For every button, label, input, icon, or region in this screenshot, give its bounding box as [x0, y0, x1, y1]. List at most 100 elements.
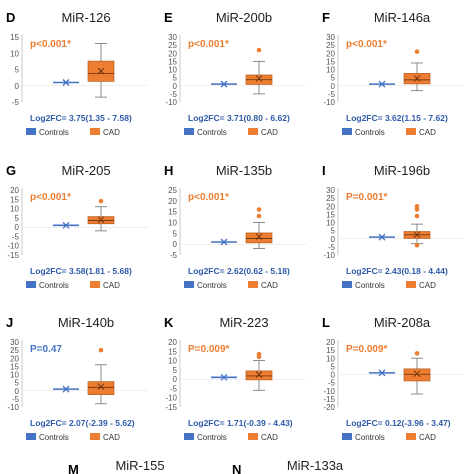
y-tick-label: -5 [12, 395, 20, 404]
legend-cad-label: CAD [103, 281, 120, 290]
y-tick-label: 0 [331, 235, 336, 244]
y-tick-label: 30 [168, 33, 177, 42]
cad-mean-marker [97, 216, 105, 224]
y-tick-label: -15 [323, 395, 335, 404]
legend-controls-swatch [26, 128, 36, 135]
cad-mean-marker [97, 383, 105, 391]
legend-cad-label: CAD [261, 128, 278, 137]
y-tick-label: -5 [12, 232, 20, 241]
y-tick-label: -20 [323, 403, 335, 412]
panel-letter: N [232, 462, 241, 474]
log2fc-label: Log2FC= 3.71(0.80 - 6.62) [188, 113, 290, 123]
y-tick-label: 15 [168, 208, 177, 217]
legend-cad-swatch [406, 281, 416, 288]
panel-title: MiR-196b [374, 163, 430, 178]
legend-controls-swatch [184, 281, 194, 288]
legend-controls-label: Controls [197, 433, 227, 442]
y-tick-label: -10 [165, 98, 177, 107]
y-tick-label: 5 [331, 227, 336, 236]
y-tick-label: 30 [326, 186, 335, 195]
y-tick-label: 5 [15, 66, 20, 75]
cad-box [403, 368, 431, 382]
cad-box [87, 381, 115, 395]
cad-mean-marker [255, 371, 263, 378]
panel-title: MiR-208a [374, 315, 431, 330]
legend-cad-swatch [90, 128, 100, 135]
cad-outlier-point [256, 207, 262, 212]
panel-letter: G [6, 163, 16, 178]
y-tick-label: 15 [326, 57, 335, 66]
cad-mean-marker [413, 75, 421, 82]
y-tick-label: 10 [326, 219, 335, 228]
y-tick-label: -5 [170, 90, 178, 99]
log2fc-label: Log2FC= 2.07(-2.39 - 5.62) [30, 418, 135, 428]
y-tick-label: -10 [323, 98, 335, 107]
cad-mean-marker [413, 231, 421, 239]
y-tick-label: -5 [12, 98, 20, 107]
y-tick-label: 15 [10, 195, 19, 204]
y-tick-label: 20 [10, 186, 19, 195]
panel-letter: E [164, 10, 173, 25]
legend-controls-swatch [184, 128, 194, 135]
legend-cad-swatch [248, 128, 258, 135]
y-tick-label: 5 [173, 74, 178, 83]
y-tick-label: 0 [173, 375, 178, 384]
y-tick-label: 0 [331, 371, 336, 380]
panel-title: MiR-200b [216, 10, 272, 25]
legend-controls-label: Controls [39, 128, 69, 137]
y-tick-label: -15 [165, 403, 177, 412]
p-value-label: p<0.001* [30, 192, 71, 203]
panel-letter: K [164, 315, 174, 330]
controls-mean-marker [220, 238, 228, 246]
y-tick-label: -5 [328, 243, 336, 252]
panel-letter: J [6, 315, 13, 330]
legend-cad-swatch [406, 128, 416, 135]
panel-title: MiR-133a [287, 458, 344, 473]
controls-mean-marker [378, 233, 386, 241]
p-value-label: P=0.47 [30, 344, 62, 355]
panel-letter: D [6, 10, 15, 25]
cad-mean-marker [97, 67, 105, 75]
controls-mean-marker [378, 369, 386, 377]
panel-title: MiR-126 [61, 10, 110, 25]
legend-cad-label: CAD [419, 281, 436, 290]
legend-controls-label: Controls [355, 281, 385, 290]
panel-title: MiR-155 [115, 458, 164, 473]
y-tick-label: 10 [326, 66, 335, 75]
cad-box [245, 370, 273, 381]
cad-outlier-point [256, 47, 262, 53]
y-tick-label: -10 [7, 242, 19, 251]
y-tick-label: 10 [10, 49, 19, 58]
y-tick-label: -10 [323, 251, 335, 260]
panel-title: MiR-223 [219, 315, 268, 330]
controls-mean-marker [378, 80, 386, 88]
y-tick-label: 25 [326, 41, 335, 50]
y-tick-label: 5 [173, 366, 178, 375]
y-tick-label: 30 [326, 33, 335, 42]
legend-controls-swatch [26, 281, 36, 288]
legend-controls-swatch [184, 433, 194, 440]
y-tick-label: -10 [7, 403, 19, 412]
cad-mean-marker [255, 75, 263, 82]
y-tick-label: 5 [15, 379, 20, 388]
panel-letter: H [164, 163, 173, 178]
y-tick-label: 0 [15, 82, 20, 91]
cad-box [245, 232, 273, 244]
y-tick-label: -5 [328, 379, 336, 388]
controls-mean-marker [220, 373, 228, 381]
panel-m-partial: M MiR-155 [68, 458, 165, 474]
y-tick-label: 5 [173, 229, 178, 238]
log2fc-label: Log2FC= 3.62(1.15 - 7.62) [346, 113, 448, 123]
y-tick-label: 20 [326, 338, 335, 347]
y-tick-label: 15 [326, 346, 335, 355]
panel-title: MiR-205 [61, 163, 110, 178]
p-value-label: P=0.009* [346, 344, 388, 355]
y-tick-label: 15 [326, 210, 335, 219]
panel-letter: M [68, 462, 79, 474]
y-tick-label: 10 [326, 354, 335, 363]
y-tick-label: 10 [10, 205, 19, 214]
y-tick-label: 0 [15, 387, 20, 396]
